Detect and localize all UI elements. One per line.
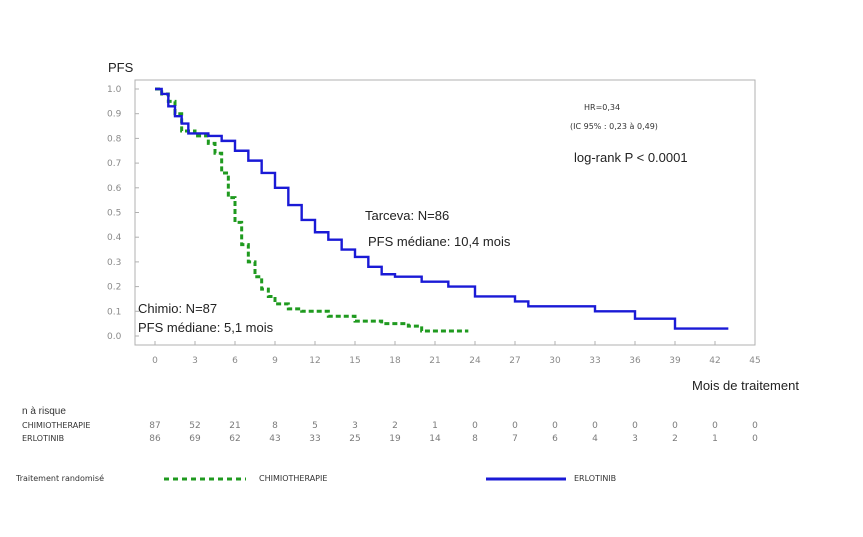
risk-table-header: n à risque (22, 406, 66, 417)
y-tick-label: 1.0 (107, 85, 122, 95)
risk-value: 0 (672, 421, 678, 431)
x-tick-label: 3 (192, 356, 198, 366)
y-tick-label: 0.7 (107, 159, 121, 169)
y-tick-label: 0.0 (107, 332, 122, 342)
y-tick-label: 0.5 (107, 209, 121, 219)
x-axis-ticks: 0 3 6 9 12 15 18 21 24 27 30 33 36 39 42 45 (152, 341, 761, 366)
legend-label-chimio: CHIMIOTHERAPIE (259, 474, 327, 483)
ci-annotation: (IC 95% : 0,23 à 0,49) (570, 122, 658, 131)
risk-value: 3 (352, 421, 358, 431)
y-tick-label: 0.8 (107, 134, 122, 144)
x-tick-label: 45 (749, 356, 760, 366)
x-tick-label: 12 (309, 356, 320, 366)
x-tick-label: 27 (509, 356, 520, 366)
logrank-annotation: log-rank P < 0.0001 (574, 150, 688, 165)
risk-value: 4 (592, 434, 598, 444)
x-tick-label: 33 (589, 356, 600, 366)
legend-label-erlotinib: ERLOTINIB (574, 474, 616, 483)
x-tick-label: 15 (349, 356, 360, 366)
x-tick-label: 24 (469, 356, 481, 366)
risk-value: 2 (672, 434, 678, 444)
risk-value: 19 (389, 434, 401, 444)
x-tick-label: 0 (152, 356, 158, 366)
x-axis-label: Mois de traitement (692, 378, 799, 393)
risk-value: 69 (189, 434, 201, 444)
risk-value: 1 (712, 434, 718, 444)
tarceva-median-annotation: PFS médiane: 10,4 mois (368, 234, 511, 249)
risk-row-label-erlotinib: ERLOTINIB (22, 434, 64, 443)
risk-table-values: 87 52 21 8 5 3 2 1 0 0 0 0 0 0 0 086 69 62 43 33 25 19 14 8 7 6 4 3… (149, 421, 758, 444)
curve-chimiotherapie (155, 87, 469, 333)
risk-value: 33 (309, 434, 320, 444)
risk-value: 0 (712, 421, 718, 431)
y-tick-label: 0.2 (107, 283, 121, 293)
y-axis-label: PFS (108, 60, 134, 75)
hr-annotation: HR=0,34 (584, 103, 620, 112)
y-tick-label: 0.1 (107, 307, 121, 317)
x-tick-label: 18 (389, 356, 401, 366)
risk-value: 8 (472, 434, 478, 444)
risk-value: 52 (189, 421, 200, 431)
x-tick-label: 9 (272, 356, 278, 366)
x-tick-label: 30 (549, 356, 561, 366)
risk-value: 0 (632, 421, 638, 431)
survival-curves (155, 87, 729, 333)
y-tick-label: 0.4 (107, 233, 122, 243)
risk-row-label-chimio: CHIMIOTHERAPIE (22, 421, 90, 430)
risk-value: 3 (632, 434, 638, 444)
tarceva-n-annotation: Tarceva: N=86 (365, 208, 449, 223)
risk-value: 0 (592, 421, 598, 431)
x-tick-label: 42 (709, 356, 720, 366)
x-tick-label: 6 (232, 356, 238, 366)
risk-value: 25 (349, 434, 360, 444)
x-tick-label: 39 (669, 356, 681, 366)
risk-value: 1 (432, 421, 438, 431)
risk-value: 7 (512, 434, 518, 444)
chimio-n-annotation: Chimio: N=87 (138, 301, 217, 316)
risk-value: 62 (229, 434, 240, 444)
risk-value: 87 (149, 421, 160, 431)
y-tick-label: 0.6 (107, 184, 122, 194)
risk-value: 0 (472, 421, 478, 431)
risk-value: 43 (269, 434, 280, 444)
risk-value: 14 (429, 434, 441, 444)
risk-value: 0 (752, 434, 758, 444)
y-tick-label: 0.9 (107, 110, 122, 120)
risk-value: 5 (312, 421, 318, 431)
risk-value: 8 (272, 421, 278, 431)
x-tick-label: 21 (429, 356, 440, 366)
risk-value: 21 (229, 421, 240, 431)
risk-value: 0 (552, 421, 558, 431)
risk-value: 0 (752, 421, 758, 431)
risk-value: 2 (392, 421, 398, 431)
curve-erlotinib (155, 87, 729, 330)
y-tick-label: 0.3 (107, 258, 121, 268)
chimio-median-annotation: PFS médiane: 5,1 mois (138, 320, 274, 335)
risk-value: 0 (512, 421, 518, 431)
y-axis-ticks: 0.0 0.1 0.2 0.3 0.4 0.5 0.6 0.7 0.8 0.9 1.0 (107, 85, 139, 342)
x-tick-label: 36 (629, 356, 641, 366)
legend-title: Traitement randomisé (15, 473, 104, 483)
risk-value: 86 (149, 434, 161, 444)
risk-value: 6 (552, 434, 558, 444)
